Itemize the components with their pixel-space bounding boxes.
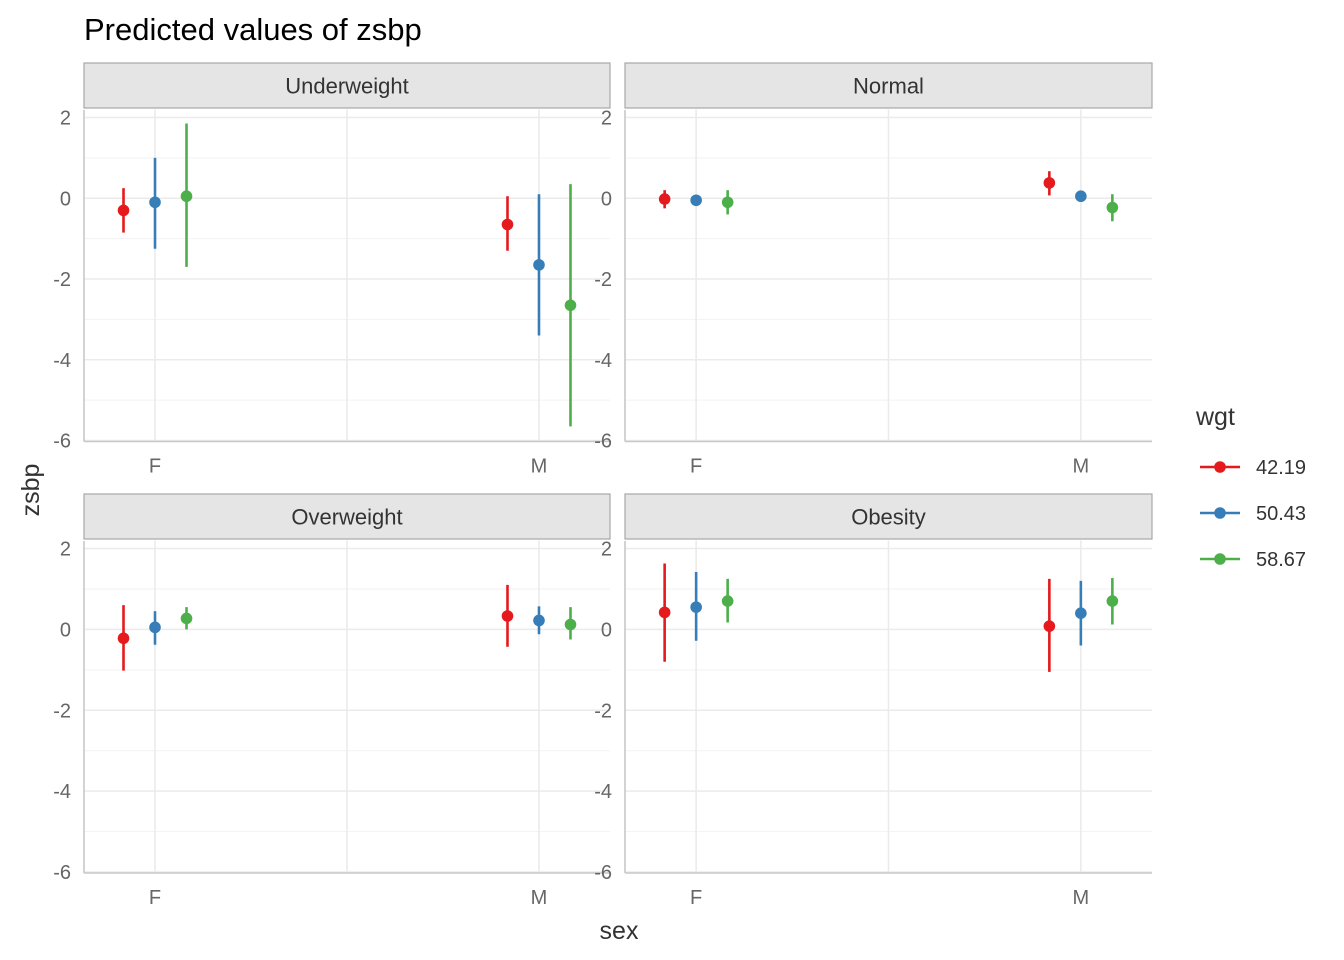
facet-panel-obesity: Obesity 2 0 -2 -4 -6 F M	[594, 493, 1153, 909]
legend-key-point	[1214, 507, 1226, 519]
y-tick-label: -4	[53, 781, 71, 803]
y-tick-label: -6	[53, 431, 71, 453]
point-50.43-F	[149, 196, 161, 209]
legend-label: 50.43	[1256, 503, 1306, 525]
point-50.43-M	[533, 614, 545, 627]
chart-title: Predicted values of zsbp	[84, 12, 422, 47]
y-axis-title: zsbp	[17, 464, 45, 517]
y-tick-label: -4	[594, 781, 612, 803]
y-tick-label: 2	[60, 108, 71, 130]
x-tick-label: M	[531, 456, 548, 478]
facet-strip	[83, 62, 611, 109]
x-tick-label: M	[531, 887, 548, 909]
point-50.43-M	[533, 259, 545, 271]
y-tick-label: -2	[53, 269, 71, 291]
point-58.67-F	[721, 196, 734, 209]
x-tick-label: M	[1073, 887, 1090, 909]
point-58.67-F	[180, 612, 193, 625]
y-tick-label: 0	[60, 619, 71, 641]
legend-label: 42.19	[1256, 457, 1306, 479]
y-tick-label: -2	[594, 700, 612, 722]
y-tick-label: 0	[60, 188, 71, 210]
point-50.43-F	[149, 621, 161, 634]
x-tick-label: M	[1073, 456, 1090, 478]
point-50.43-M	[1075, 190, 1087, 203]
point-58.67-M	[564, 299, 577, 312]
y-tick-label: 2	[60, 539, 71, 561]
facet-strip-label: Overweight	[291, 505, 402, 530]
facet-strip	[624, 62, 1153, 109]
y-tick-label: -4	[53, 350, 71, 372]
point-58.67-F	[721, 595, 734, 607]
y-tick-label: 2	[601, 539, 612, 561]
point-50.43-M	[1075, 607, 1087, 619]
y-tick-label: 0	[601, 188, 612, 210]
y-tick-label: -6	[594, 431, 612, 453]
point-58.67-F	[180, 190, 193, 203]
point-42.19-F	[117, 632, 130, 645]
facet-strip-label: Obesity	[851, 505, 926, 530]
legend: wgt 42.19 50.43 58.67	[1195, 403, 1306, 571]
point-42.19-M	[1043, 177, 1056, 189]
point-42.19-F	[658, 193, 671, 205]
y-tick-label: 0	[601, 619, 612, 641]
y-tick-label: -4	[594, 350, 612, 372]
facet-panel-underweight: Underweight 2 0 -2 -4 -6 F M	[53, 62, 611, 478]
y-tick-label: -6	[53, 862, 71, 884]
facet-panel-normal: Normal 2 0 -2 -4 -6 F M	[594, 62, 1153, 478]
legend-label: 58.67	[1256, 549, 1306, 571]
legend-key-point	[1214, 553, 1226, 565]
point-42.19-F	[658, 606, 671, 619]
x-axis-title: sex	[600, 917, 639, 945]
point-42.19-M	[501, 218, 514, 231]
facet-strip	[624, 493, 1153, 540]
point-42.19-M	[501, 610, 514, 622]
legend-key-point	[1214, 461, 1226, 473]
y-tick-label: -6	[594, 862, 612, 884]
point-58.67-M	[564, 618, 577, 631]
facet-strip	[83, 493, 611, 540]
legend-title: wgt	[1195, 403, 1235, 431]
x-tick-label: F	[149, 456, 161, 478]
x-tick-label: F	[690, 456, 702, 478]
facet-strip-label: Normal	[853, 74, 924, 99]
facet-strip-label: Underweight	[285, 74, 409, 99]
y-tick-label: 2	[601, 108, 612, 130]
y-tick-label: -2	[594, 269, 612, 291]
y-tick-label: -2	[53, 700, 71, 722]
point-58.67-M	[1106, 201, 1119, 214]
facet-panel-overweight: Overweight 2 0 -2 -4 -6 F M	[53, 493, 611, 909]
point-42.19-F	[117, 204, 130, 217]
point-58.67-M	[1106, 595, 1119, 607]
point-42.19-M	[1043, 620, 1056, 632]
point-50.43-F	[690, 601, 702, 613]
x-tick-label: F	[149, 887, 161, 909]
x-tick-label: F	[690, 887, 702, 909]
point-50.43-F	[690, 194, 702, 207]
